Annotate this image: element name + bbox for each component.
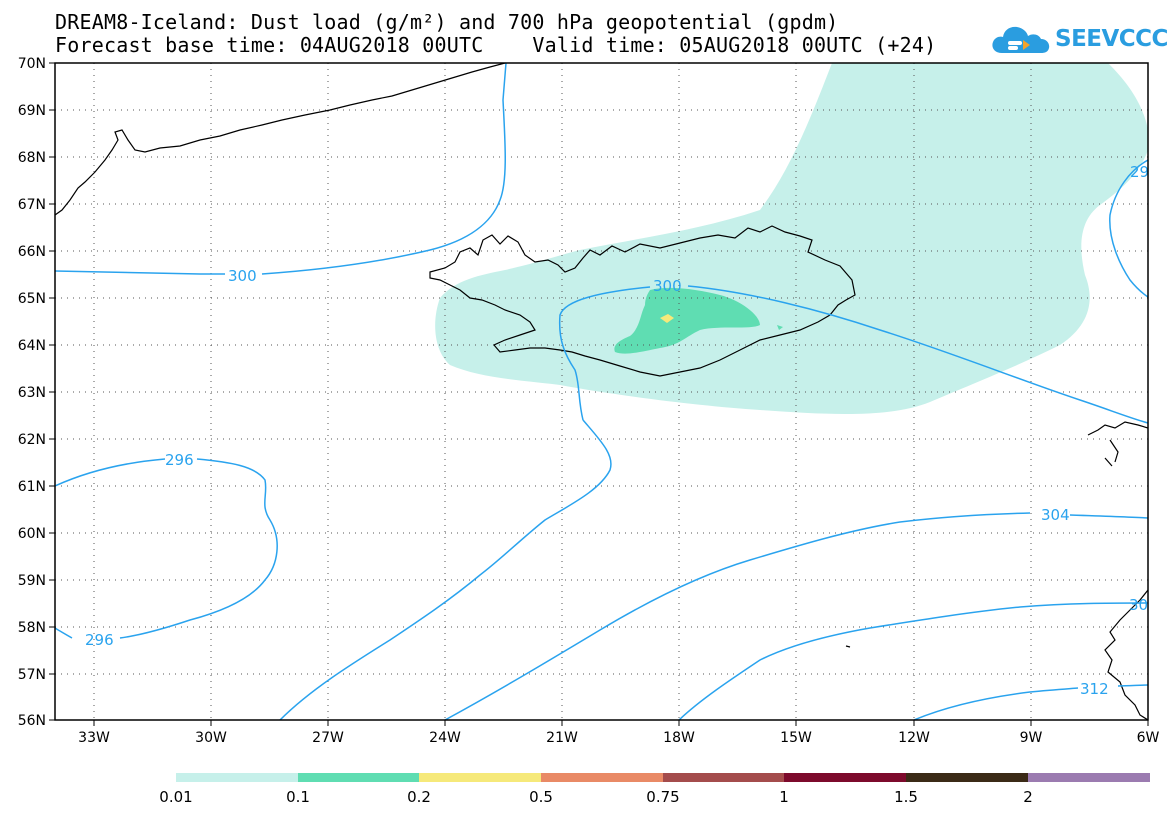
lat-label: 61N bbox=[18, 479, 46, 495]
geopotential-contours bbox=[55, 63, 1148, 720]
legend-label: 0.01 bbox=[159, 788, 192, 806]
legend-swatch-3 bbox=[419, 773, 541, 782]
lat-label: 63N bbox=[18, 385, 46, 401]
lat-label: 62N bbox=[18, 432, 46, 448]
legend-label: 2 bbox=[1023, 788, 1033, 806]
coastlines bbox=[55, 63, 1148, 720]
lon-label: 30W bbox=[195, 730, 227, 746]
lat-label: 65N bbox=[18, 291, 46, 307]
dust-shading-high bbox=[660, 314, 674, 323]
legend-swatch-1 bbox=[176, 773, 298, 782]
axis-ticks bbox=[49, 62, 1149, 726]
iceland-coast bbox=[429, 225, 856, 377]
lat-label: 68N bbox=[18, 150, 46, 166]
dust-shading-low bbox=[435, 63, 1148, 414]
greenland-coast bbox=[55, 63, 506, 216]
contour-label-30: 30 bbox=[1129, 596, 1148, 614]
lon-label: 27W bbox=[312, 730, 344, 746]
contour-300-east bbox=[279, 285, 1148, 720]
lat-label: 70N bbox=[18, 56, 46, 72]
lat-label: 67N bbox=[18, 197, 46, 213]
lon-label: 18W bbox=[663, 730, 695, 746]
legend-label: 1.5 bbox=[894, 788, 918, 806]
lon-label: 24W bbox=[429, 730, 461, 746]
scotland-coast bbox=[1104, 589, 1148, 720]
contour-label-312: 312 bbox=[1080, 680, 1109, 698]
contour-label-300-east: 300 bbox=[653, 277, 682, 295]
lat-label: 57N bbox=[18, 667, 46, 683]
seevccc-logo: SEEVCCC bbox=[990, 22, 1168, 56]
contour-308 bbox=[678, 602, 1148, 720]
lat-label: 66N bbox=[18, 244, 46, 260]
lon-label: 15W bbox=[780, 730, 812, 746]
gridlines bbox=[55, 63, 1148, 720]
faroe-coast bbox=[1087, 421, 1148, 467]
legend-swatch-7 bbox=[906, 773, 1028, 782]
legend-label: 0.2 bbox=[407, 788, 431, 806]
contour-29-east bbox=[1109, 159, 1148, 298]
lon-label: 21W bbox=[546, 730, 578, 746]
contour-304 bbox=[444, 512, 1148, 720]
legend-label: 0.5 bbox=[529, 788, 553, 806]
legend-label: 0.75 bbox=[646, 788, 679, 806]
lon-label: 12W bbox=[898, 730, 930, 746]
contour-label-296-north: 296 bbox=[165, 451, 194, 469]
lat-label: 64N bbox=[18, 338, 46, 354]
dust-shading-mid bbox=[614, 287, 760, 354]
contour-312 bbox=[913, 684, 1148, 720]
island-speck bbox=[845, 645, 851, 648]
legend-label: 1 bbox=[779, 788, 789, 806]
legend-swatch-6 bbox=[784, 773, 906, 782]
legend-colorbar bbox=[176, 773, 1150, 782]
lat-label: 69N bbox=[18, 103, 46, 119]
lon-label: 6W bbox=[1137, 730, 1160, 746]
legend-swatch-5 bbox=[663, 773, 784, 782]
lon-label: 33W bbox=[78, 730, 110, 746]
lat-label: 58N bbox=[18, 620, 46, 636]
map-title: DREAM8-Iceland: Dust load (g/m²) and 700… bbox=[55, 10, 839, 34]
contour-label-300-west: 300 bbox=[228, 267, 257, 285]
contour-label-296-south: 296 bbox=[85, 631, 114, 649]
legend-swatch-8 bbox=[1028, 773, 1150, 782]
cloud-icon bbox=[992, 26, 1050, 53]
contour-300-west bbox=[55, 63, 507, 275]
dust-shading-dot bbox=[777, 325, 783, 330]
contour-label-304: 304 bbox=[1041, 506, 1070, 524]
contour-296 bbox=[55, 458, 278, 639]
contour-label-29: 29 bbox=[1130, 163, 1149, 181]
lat-label: 59N bbox=[18, 573, 46, 589]
lon-label: 9W bbox=[1020, 730, 1043, 746]
forecast-time: Forecast base time: 04AUG2018 00UTC Vali… bbox=[55, 33, 937, 57]
legend-swatch-2 bbox=[298, 773, 419, 782]
lat-label: 60N bbox=[18, 526, 46, 542]
legend-swatch-4 bbox=[541, 773, 663, 782]
legend-label: 0.1 bbox=[286, 788, 310, 806]
logo-text: SEEVCCC bbox=[1055, 26, 1168, 52]
lat-label: 56N bbox=[18, 713, 46, 729]
